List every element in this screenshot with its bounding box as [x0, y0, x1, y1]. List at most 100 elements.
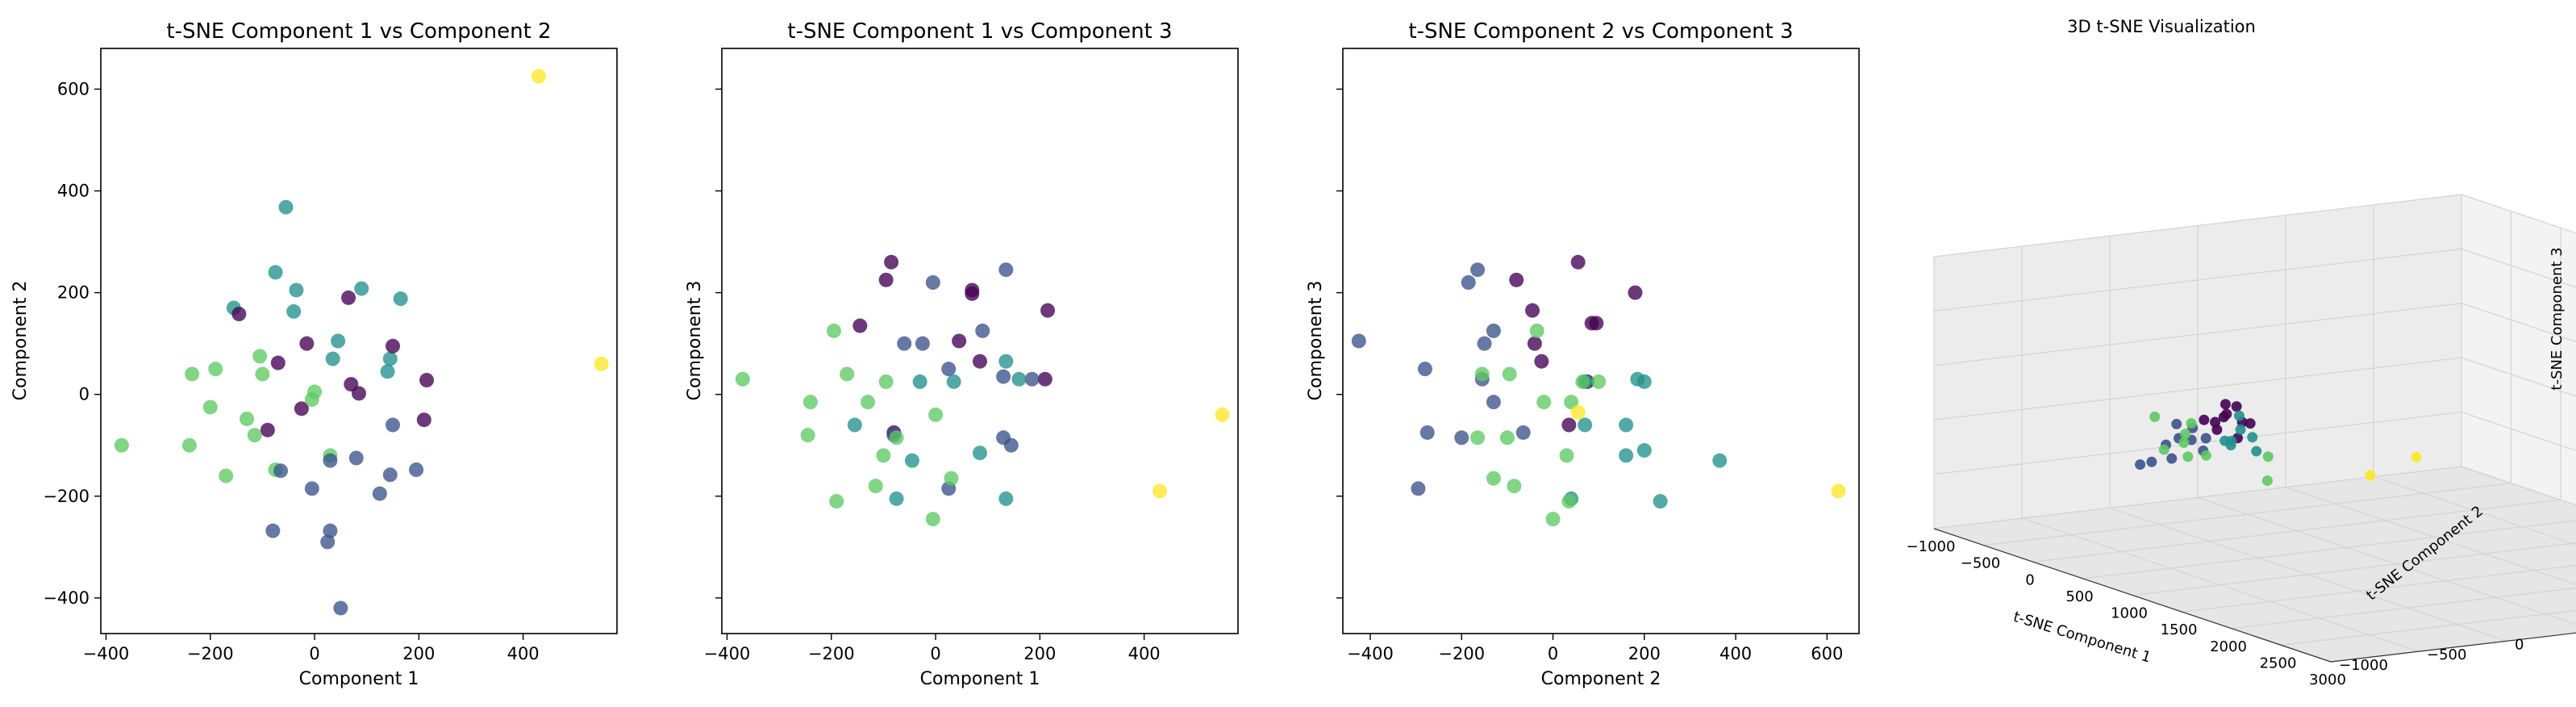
scatter-point — [878, 374, 894, 389]
scatter-point — [325, 351, 340, 366]
scatter-point-3d — [2158, 444, 2170, 455]
x-tick-label: 400 — [1719, 644, 1752, 663]
scatter-point — [1474, 366, 1490, 382]
y-tick-label: −1000 — [2339, 657, 2388, 674]
scatter-point — [1003, 437, 1019, 453]
grid-line — [2461, 466, 2576, 506]
axis-line — [1933, 528, 2332, 663]
scatter-point — [1486, 395, 1501, 410]
scatter-point — [1040, 303, 1056, 318]
grid-line — [2461, 357, 2576, 397]
scatter-point — [1712, 453, 1728, 468]
scatter-point — [998, 262, 1014, 278]
scatter-point — [965, 286, 980, 301]
y-tick-label: −500 — [2427, 646, 2466, 663]
y-tick-label: 0 — [2515, 636, 2524, 653]
x-tick-label: 0 — [1548, 644, 1558, 663]
scatter-point — [1561, 417, 1577, 433]
scatter-point-3d — [2210, 416, 2221, 428]
scatter-point — [868, 479, 883, 494]
pane-floor — [1934, 466, 2576, 662]
scatter-point — [944, 471, 959, 486]
scatter-point-3d — [2261, 475, 2273, 487]
x-tick-label: −400 — [704, 644, 751, 663]
scatter-point — [840, 366, 855, 382]
panel-2-xlabel: Component 1 — [920, 669, 1040, 689]
scatter-point — [1470, 430, 1486, 446]
scatter-point-3d — [2233, 410, 2245, 421]
scatter-point — [380, 364, 395, 379]
x-tick-label: −200 — [808, 644, 855, 663]
panel-2-ticks: −400 −200 0 200 400 — [704, 88, 1161, 663]
scatter-point — [382, 467, 398, 483]
scatter-point — [998, 354, 1014, 369]
x-tick-label: 400 — [507, 644, 540, 663]
x-tick-label: 0 — [930, 644, 940, 663]
scatter-point — [323, 523, 338, 538]
x-tick-label: −200 — [187, 644, 234, 663]
scatter-point — [278, 199, 294, 215]
y-tick-label: −200 — [43, 487, 90, 506]
panel-4-title: 3D t-SNE Visualization — [2067, 17, 2256, 36]
scatter-point — [1589, 316, 1604, 331]
panel-1-xlabel: Component 1 — [299, 669, 419, 689]
scatter-point — [265, 523, 281, 538]
scatter-point — [884, 254, 899, 270]
scatter-point-3d — [2146, 456, 2157, 467]
scatter-point — [304, 392, 319, 407]
scatter-point — [1578, 417, 1593, 433]
x-tick-label: 200 — [1628, 644, 1661, 663]
y-tick-label: 0 — [79, 385, 90, 404]
scatter-point — [386, 338, 401, 354]
scatter-point — [1591, 374, 1607, 389]
scatter-point — [1153, 483, 1168, 499]
scatter-point — [1529, 323, 1544, 338]
scatter-point-3d — [2251, 446, 2262, 457]
x-tick-label: 200 — [402, 644, 435, 663]
scatter-point — [925, 275, 940, 290]
scatter-point — [1515, 425, 1531, 440]
scatter-point — [826, 323, 841, 338]
scatter-point-3d — [2235, 424, 2246, 435]
scatter-point — [185, 366, 200, 382]
scatter-point — [847, 417, 862, 433]
scatter-point — [889, 430, 904, 446]
scatter-point — [409, 462, 424, 477]
scatter-point — [286, 303, 302, 319]
scatter-point — [393, 291, 408, 307]
scatter-point — [386, 417, 401, 433]
scatter-point — [735, 371, 750, 387]
grid-line — [2461, 303, 2576, 343]
x-tick-label: −400 — [1347, 644, 1394, 663]
x-tick-label: −200 — [1438, 644, 1485, 663]
scatter-point — [876, 448, 891, 463]
scatter-point-3d — [2200, 433, 2211, 444]
grid-line — [2109, 507, 2507, 642]
panel-3-xlabel: Component 2 — [1541, 669, 1661, 689]
scatter-point-3d — [2245, 418, 2256, 429]
scatter-point-3d — [2231, 401, 2242, 412]
scatter-point — [1561, 494, 1577, 509]
scatter-point-3d — [2225, 440, 2236, 451]
panel-3-title: t-SNE Component 2 vs Component 3 — [1408, 19, 1793, 44]
panel-4-zlabel: t-SNE Component 3 — [2549, 247, 2566, 390]
scatter-point — [1619, 417, 1634, 433]
scatter-point — [255, 366, 270, 382]
scatter-point — [1525, 303, 1540, 318]
scatter-point — [268, 265, 283, 280]
y-tick-label: 600 — [57, 79, 90, 98]
scatter-point — [289, 282, 304, 298]
scatter-point — [341, 290, 356, 305]
scatter-point — [1411, 481, 1426, 496]
scatter-point — [800, 428, 815, 443]
y-tick-label: −400 — [43, 588, 90, 608]
scatter-point — [1499, 430, 1515, 446]
scatter-point — [270, 355, 286, 370]
panel-2-points — [735, 254, 1230, 527]
scatter-point — [320, 534, 336, 550]
grid-line — [2461, 412, 2576, 451]
panel-1-points — [114, 69, 609, 616]
grid-line — [2373, 476, 2576, 546]
grid-line — [2021, 517, 2420, 652]
scatter-point-3d — [2411, 451, 2422, 462]
